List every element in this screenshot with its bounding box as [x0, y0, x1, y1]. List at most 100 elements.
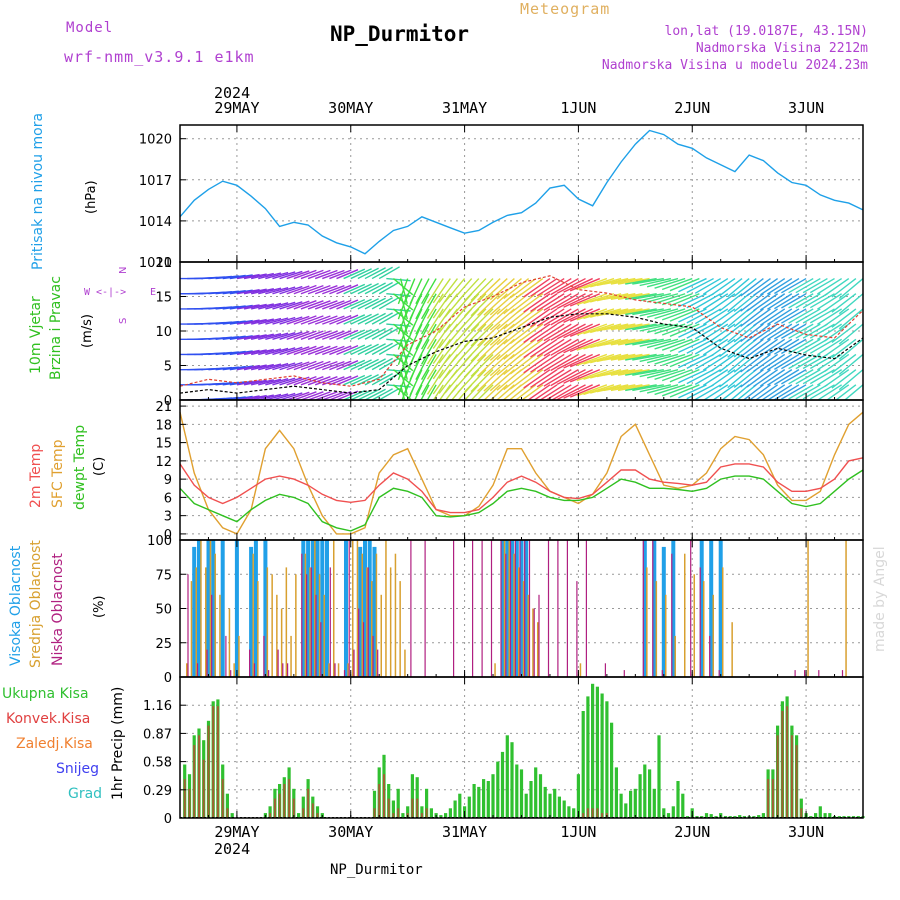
wind-barb: [632, 368, 664, 376]
wind-barb: [702, 277, 729, 295]
wind-barb: [590, 384, 622, 394]
mid-cloud-bar: [323, 594, 325, 677]
wind-barb: [719, 308, 743, 327]
total-precip-bar: [757, 815, 761, 818]
wind-barb: [654, 368, 686, 380]
total-precip-bar: [415, 777, 419, 818]
low-cloud-bar: [804, 670, 806, 677]
wind-barb: [516, 277, 544, 299]
mid-cloud-bar: [228, 608, 231, 677]
wind-barb: [781, 384, 807, 400]
wind-barb: [769, 399, 771, 400]
wind-barb: [371, 312, 393, 325]
wind-barb: [293, 284, 317, 295]
wind-barb: [357, 328, 379, 340]
mid-cloud-bar: [513, 553, 515, 677]
wind-barb: [646, 384, 679, 394]
wind-barb: [350, 374, 372, 386]
wind-barb: [702, 369, 729, 386]
high-cloud-bar: [301, 540, 306, 677]
wind-barb: [300, 315, 324, 325]
wind-barb: [710, 353, 736, 372]
wind-barb: [536, 369, 565, 388]
y-tick-label: 18: [155, 418, 172, 433]
y-tick-label: 0: [164, 812, 172, 827]
wind-barb: [543, 277, 572, 296]
mid-cloud-bar: [318, 574, 321, 678]
wind-barb: [590, 353, 622, 364]
wind-barb: [243, 288, 267, 295]
low-cloud-bar: [372, 635, 374, 677]
wind-barb: [710, 323, 736, 342]
wind-barb: [265, 332, 289, 340]
total-precip-bar: [391, 800, 395, 818]
mid-cloud-bar: [337, 663, 340, 677]
wind-barb: [781, 293, 807, 309]
mid-cloud-bar: [703, 581, 705, 677]
wind-barb: [530, 308, 558, 328]
wind-barb: [774, 293, 800, 310]
wind-barb: [646, 277, 679, 288]
wind-barb: [639, 384, 672, 393]
wind-barb: [686, 308, 714, 324]
wind-barb: [279, 361, 303, 371]
coords-text: lon,lat (19.0187E, 43.15N): [664, 24, 869, 39]
total-precip-bar: [586, 696, 590, 818]
total-precip-bar: [496, 761, 500, 818]
low-cloud-bar: [315, 594, 317, 677]
wind-barb: [795, 323, 821, 339]
wind-barb: [314, 376, 338, 386]
wind-barb: [774, 353, 800, 370]
wind-barb: [632, 323, 664, 331]
wind-barb: [678, 293, 707, 308]
wind-barb: [645, 399, 650, 400]
wind-barb: [509, 369, 537, 390]
wind-barb: [543, 353, 572, 372]
wind-barb: [583, 277, 615, 289]
wind-barb: [617, 323, 650, 331]
wind-barb: [809, 353, 835, 370]
wind-barb: [783, 399, 785, 400]
wind-barb: [477, 369, 501, 392]
wind-barb: [527, 384, 551, 400]
mid-cloud-bar: [314, 540, 316, 677]
total-precip-bar: [648, 769, 652, 818]
total-precip-bar: [614, 767, 618, 818]
wind-barb: [746, 277, 771, 297]
low-cloud-label: Niska Oblacnost: [50, 553, 66, 666]
wind-barb: [435, 399, 437, 400]
wind-barb: [603, 323, 636, 331]
wind-barb: [378, 281, 400, 295]
wind-barb: [426, 323, 444, 350]
wind-barb: [654, 338, 686, 350]
day-label-top: 30MAY: [328, 99, 374, 117]
high-cloud-bar: [344, 540, 348, 677]
wind-barb: [464, 308, 487, 332]
high-cloud-label: Visoka Oblacnost: [8, 545, 24, 666]
high-cloud-bar: [519, 540, 524, 677]
wind-barb: [646, 293, 679, 303]
day-label-bottom: 31MAY: [442, 823, 488, 841]
wind-barb: [371, 357, 393, 371]
wind-barb: [740, 399, 743, 400]
convective-precip-bar: [307, 788, 310, 818]
wind-barb: [556, 353, 586, 370]
mid-cloud-label: Srednja Oblacnost: [28, 540, 44, 668]
wind-barb: [727, 308, 750, 328]
total-precip-bar: [406, 806, 410, 818]
wind-barb: [409, 323, 423, 350]
y-tick-label: 21: [155, 400, 172, 415]
wind-barb: [426, 384, 437, 400]
wind-barb: [279, 392, 303, 400]
wind-barb: [536, 338, 565, 358]
wind-barb: [428, 399, 430, 400]
wind-barb: [336, 314, 359, 325]
day-label-top: 29MAY: [214, 99, 260, 117]
total-precip-bar: [472, 784, 476, 818]
convective-precip-bar: [288, 779, 291, 818]
high-cloud-bar: [524, 540, 529, 677]
mid-cloud-bar: [290, 635, 292, 677]
convective-precip-bar: [591, 808, 594, 818]
convective-precip-bar: [292, 798, 295, 818]
wind-barb: [293, 269, 317, 280]
